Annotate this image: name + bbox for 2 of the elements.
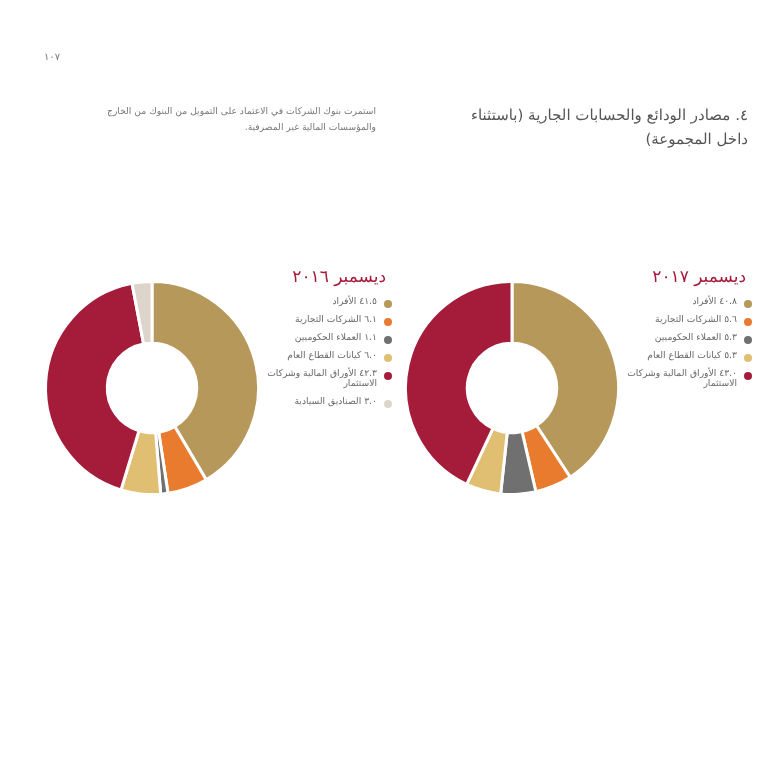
chart-title: ديسمبر ٢٠١٧ [652,268,746,288]
chart-title: ديسمبر ٢٠١٦ [292,268,386,288]
